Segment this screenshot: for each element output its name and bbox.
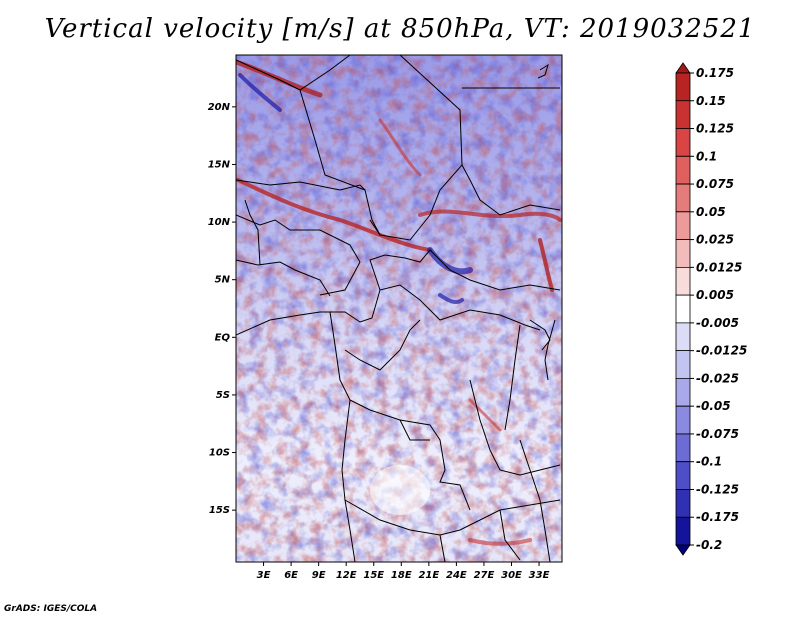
colorbar-label: 0.15 xyxy=(696,94,726,108)
colorbar-segment xyxy=(675,183,691,213)
colorbar-segment xyxy=(675,62,691,74)
colorbar-label: 0.025 xyxy=(696,233,734,247)
colorbar-label: -0.075 xyxy=(696,427,739,441)
colorbar-segment xyxy=(675,378,691,407)
lon-tick-label: 21E xyxy=(418,570,439,581)
colorbar-segment xyxy=(675,239,691,268)
lon-tick-label: 33E xyxy=(529,570,550,581)
map-title: Vertical velocity [m/s] at 850hPa, VT: 2… xyxy=(44,14,756,44)
colorbar-label: 0.05 xyxy=(696,205,726,219)
colorbar-label: -0.125 xyxy=(696,482,739,496)
colorbar-segment xyxy=(675,350,691,379)
country-borders xyxy=(236,55,561,562)
colorbar-segment xyxy=(675,405,691,435)
lon-tick-label: 15E xyxy=(363,570,384,581)
lon-tick-label: 12E xyxy=(336,570,357,581)
colorbar-segment xyxy=(675,155,691,185)
colorbar-segment xyxy=(675,322,691,352)
velocity-field xyxy=(236,55,562,562)
lat-tick-label: 15S xyxy=(209,505,230,516)
colorbar-label: 0.1 xyxy=(696,149,717,163)
colorbar-label: -0.0125 xyxy=(696,344,747,358)
colorbar-segment xyxy=(675,211,691,240)
colorbar-segment xyxy=(675,544,691,556)
colorbar-segment xyxy=(675,266,691,296)
grads-credit: GrADS: IGES/COLA xyxy=(4,604,98,614)
lat-tick-label: 20N xyxy=(208,102,231,113)
colorbar-label: 0.125 xyxy=(696,122,734,136)
colorbar: 0.175 0.15 0.125 0.1 0.075 0.05 0.025 0.0125 0.0… xyxy=(675,62,747,556)
lat-tick-label: 10N xyxy=(208,217,231,228)
colorbar-label: 0.0125 xyxy=(696,260,742,274)
colorbar-segment xyxy=(675,294,691,324)
colorbar-label: 0.075 xyxy=(696,177,734,191)
lon-tick-label: 24E xyxy=(446,570,467,581)
lon-tick-label: 18E xyxy=(391,570,412,581)
colorbar-label: -0.005 xyxy=(696,316,739,330)
colorbar-segment xyxy=(675,128,691,157)
lon-tick-label: 27E xyxy=(474,570,495,581)
lat-tick-label: 5S xyxy=(216,390,230,401)
colorbar-label: -0.025 xyxy=(696,371,739,385)
longitude-axis: 3E 6E 9E 12E 15E 18E 21E 24E 27E 30E 33E xyxy=(257,562,550,581)
colorbar-segment xyxy=(675,72,691,102)
lon-tick-label: 6E xyxy=(284,570,298,581)
lat-tick-label: 15N xyxy=(208,159,231,170)
colorbar-label: 0.005 xyxy=(696,288,734,302)
colorbar-segment xyxy=(675,489,691,518)
colorbar-segment xyxy=(675,516,691,546)
colorbar-label: 0.175 xyxy=(696,66,734,80)
colorbar-segment xyxy=(675,100,691,129)
colorbar-label: -0.05 xyxy=(696,399,731,413)
lat-tick-label: EQ xyxy=(215,332,231,343)
colorbar-label: -0.175 xyxy=(696,510,739,524)
plot-frame xyxy=(235,54,563,563)
lon-tick-label: 3E xyxy=(257,570,271,581)
lon-tick-label: 9E xyxy=(312,570,326,581)
lat-tick-label: 5N xyxy=(215,275,231,286)
colorbar-label: -0.1 xyxy=(696,455,722,469)
lon-tick-label: 30E xyxy=(501,570,522,581)
colorbar-segment xyxy=(675,461,691,490)
colorbar-label: -0.2 xyxy=(696,538,722,552)
colorbar-segment xyxy=(675,433,691,463)
latitude-axis: 20N 15N 10N 5N EQ 5S 10S 15S xyxy=(208,102,236,516)
lat-tick-label: 10S xyxy=(209,448,230,459)
